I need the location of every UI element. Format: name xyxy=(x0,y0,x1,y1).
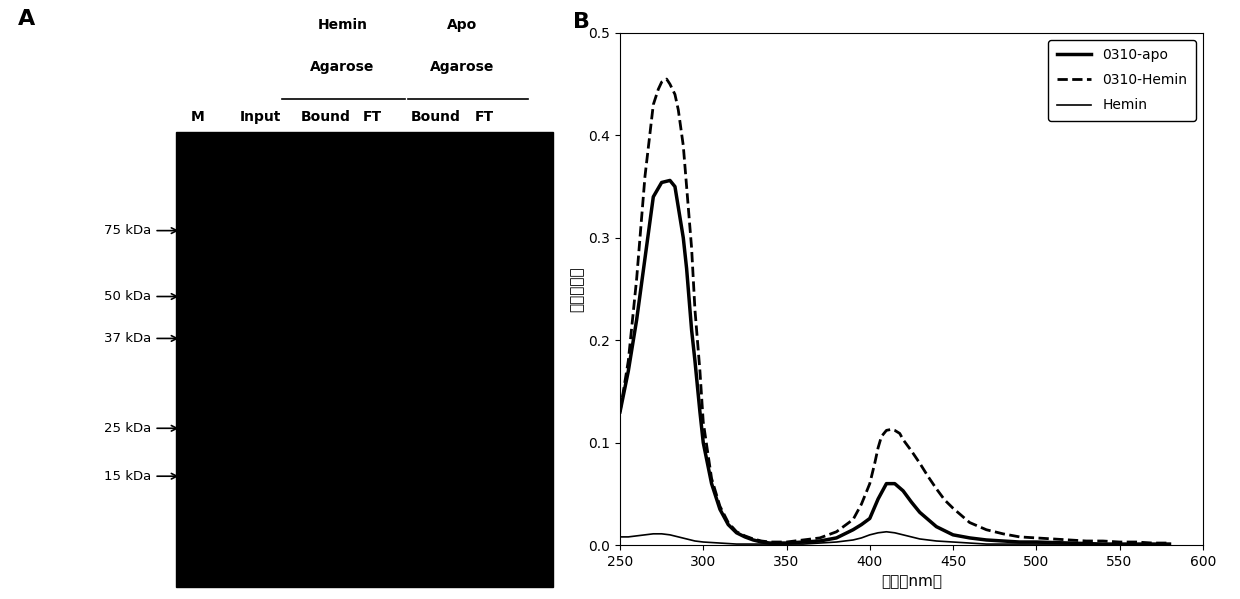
Text: Hemin: Hemin xyxy=(317,18,367,32)
Text: 37 kDa: 37 kDa xyxy=(104,332,151,345)
Y-axis label: 紫外吸收値: 紫外吸收値 xyxy=(569,266,584,312)
Text: Bound: Bound xyxy=(410,110,460,124)
Text: 15 kDa: 15 kDa xyxy=(104,470,151,483)
Text: 50 kDa: 50 kDa xyxy=(104,290,151,303)
Text: Bound: Bound xyxy=(301,110,351,124)
Text: M: M xyxy=(191,110,205,124)
Text: FT: FT xyxy=(363,110,382,124)
Text: Apo: Apo xyxy=(448,18,477,32)
Text: B: B xyxy=(573,13,590,32)
Bar xyxy=(176,132,553,587)
Text: 25 kDa: 25 kDa xyxy=(104,422,151,435)
X-axis label: 波长（nm）: 波长（nm） xyxy=(880,574,942,589)
Legend: 0310-apo, 0310-Hemin, Hemin: 0310-apo, 0310-Hemin, Hemin xyxy=(1048,40,1195,121)
Text: FT: FT xyxy=(475,110,494,124)
Text: Agarose: Agarose xyxy=(310,60,374,74)
Text: 75 kDa: 75 kDa xyxy=(104,224,151,237)
Text: Agarose: Agarose xyxy=(430,60,495,74)
Text: Input: Input xyxy=(241,110,281,124)
Text: A: A xyxy=(17,9,35,29)
